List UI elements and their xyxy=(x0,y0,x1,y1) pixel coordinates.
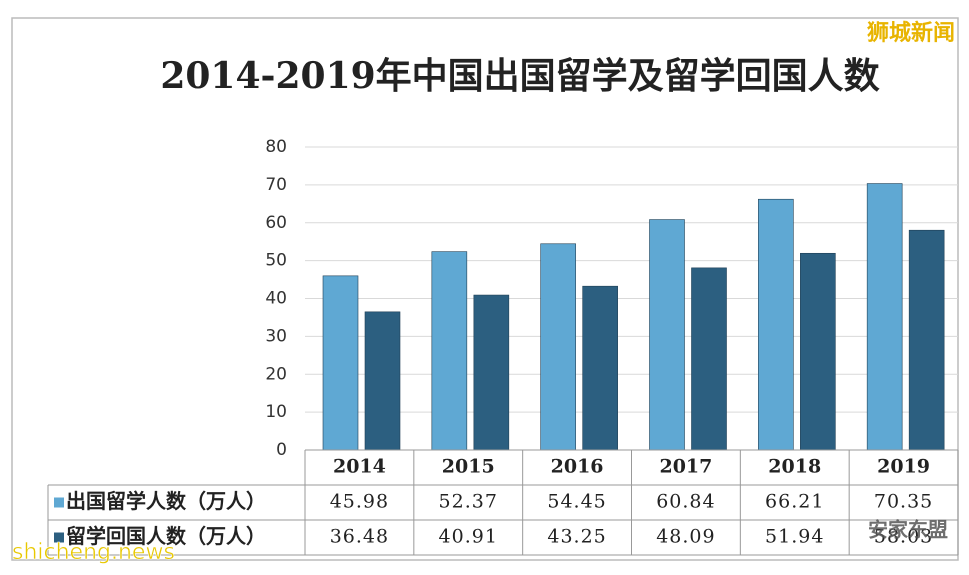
bar xyxy=(649,219,685,451)
bar xyxy=(582,285,618,451)
y-tick-label: 80 xyxy=(265,137,287,157)
legend-key xyxy=(54,497,64,508)
chart-title: 2014-2019年中国出国留学及留学回国人数 xyxy=(160,55,880,97)
data-label: 70.35 xyxy=(874,491,933,513)
y-tick-label: 60 xyxy=(265,213,287,233)
watermark: 安家东盟 xyxy=(868,518,948,542)
legend-label: 留学回国人数（万人） xyxy=(66,524,266,548)
data-label: 51.94 xyxy=(765,526,824,548)
data-label: 54.45 xyxy=(547,491,606,513)
bar xyxy=(322,275,359,451)
y-tick-label: 10 xyxy=(265,402,287,422)
bar xyxy=(473,294,510,451)
data-label: 40.91 xyxy=(439,526,498,548)
data-label: 58.03 xyxy=(874,526,933,548)
legend-key xyxy=(54,532,64,543)
y-tick-label: 30 xyxy=(265,326,287,346)
y-tick-label: 0 xyxy=(276,440,287,460)
x-tick-label: 2018 xyxy=(768,456,821,478)
data-label: 36.48 xyxy=(330,526,389,548)
bar xyxy=(691,267,727,451)
bar xyxy=(800,252,836,451)
legend-label: 出国留学人数（万人） xyxy=(66,489,266,513)
data-label: 43.25 xyxy=(547,526,606,548)
watermark: shicheng.news xyxy=(12,540,175,565)
x-tick-label: 2016 xyxy=(551,456,604,478)
x-tick-label: 2017 xyxy=(659,456,712,478)
x-tick-label: 2019 xyxy=(877,456,930,478)
bar xyxy=(866,183,903,451)
data-label: 66.21 xyxy=(765,491,824,513)
y-tick-label: 20 xyxy=(265,364,287,384)
bar xyxy=(431,251,468,451)
y-tick-label: 50 xyxy=(265,251,287,271)
watermark: 狮城新闻 xyxy=(867,20,955,46)
y-tick-label: 70 xyxy=(265,175,287,195)
data-label: 45.98 xyxy=(330,491,389,513)
data-label: 60.84 xyxy=(656,491,715,513)
data-label: 48.09 xyxy=(656,526,715,548)
bar xyxy=(540,243,576,451)
x-tick-label: 2015 xyxy=(442,456,495,478)
bar xyxy=(758,198,794,451)
bar xyxy=(364,311,401,451)
bar xyxy=(908,229,945,451)
data-label: 52.37 xyxy=(439,491,498,513)
x-tick-label: 2014 xyxy=(333,456,386,478)
y-tick-label: 40 xyxy=(265,289,287,309)
